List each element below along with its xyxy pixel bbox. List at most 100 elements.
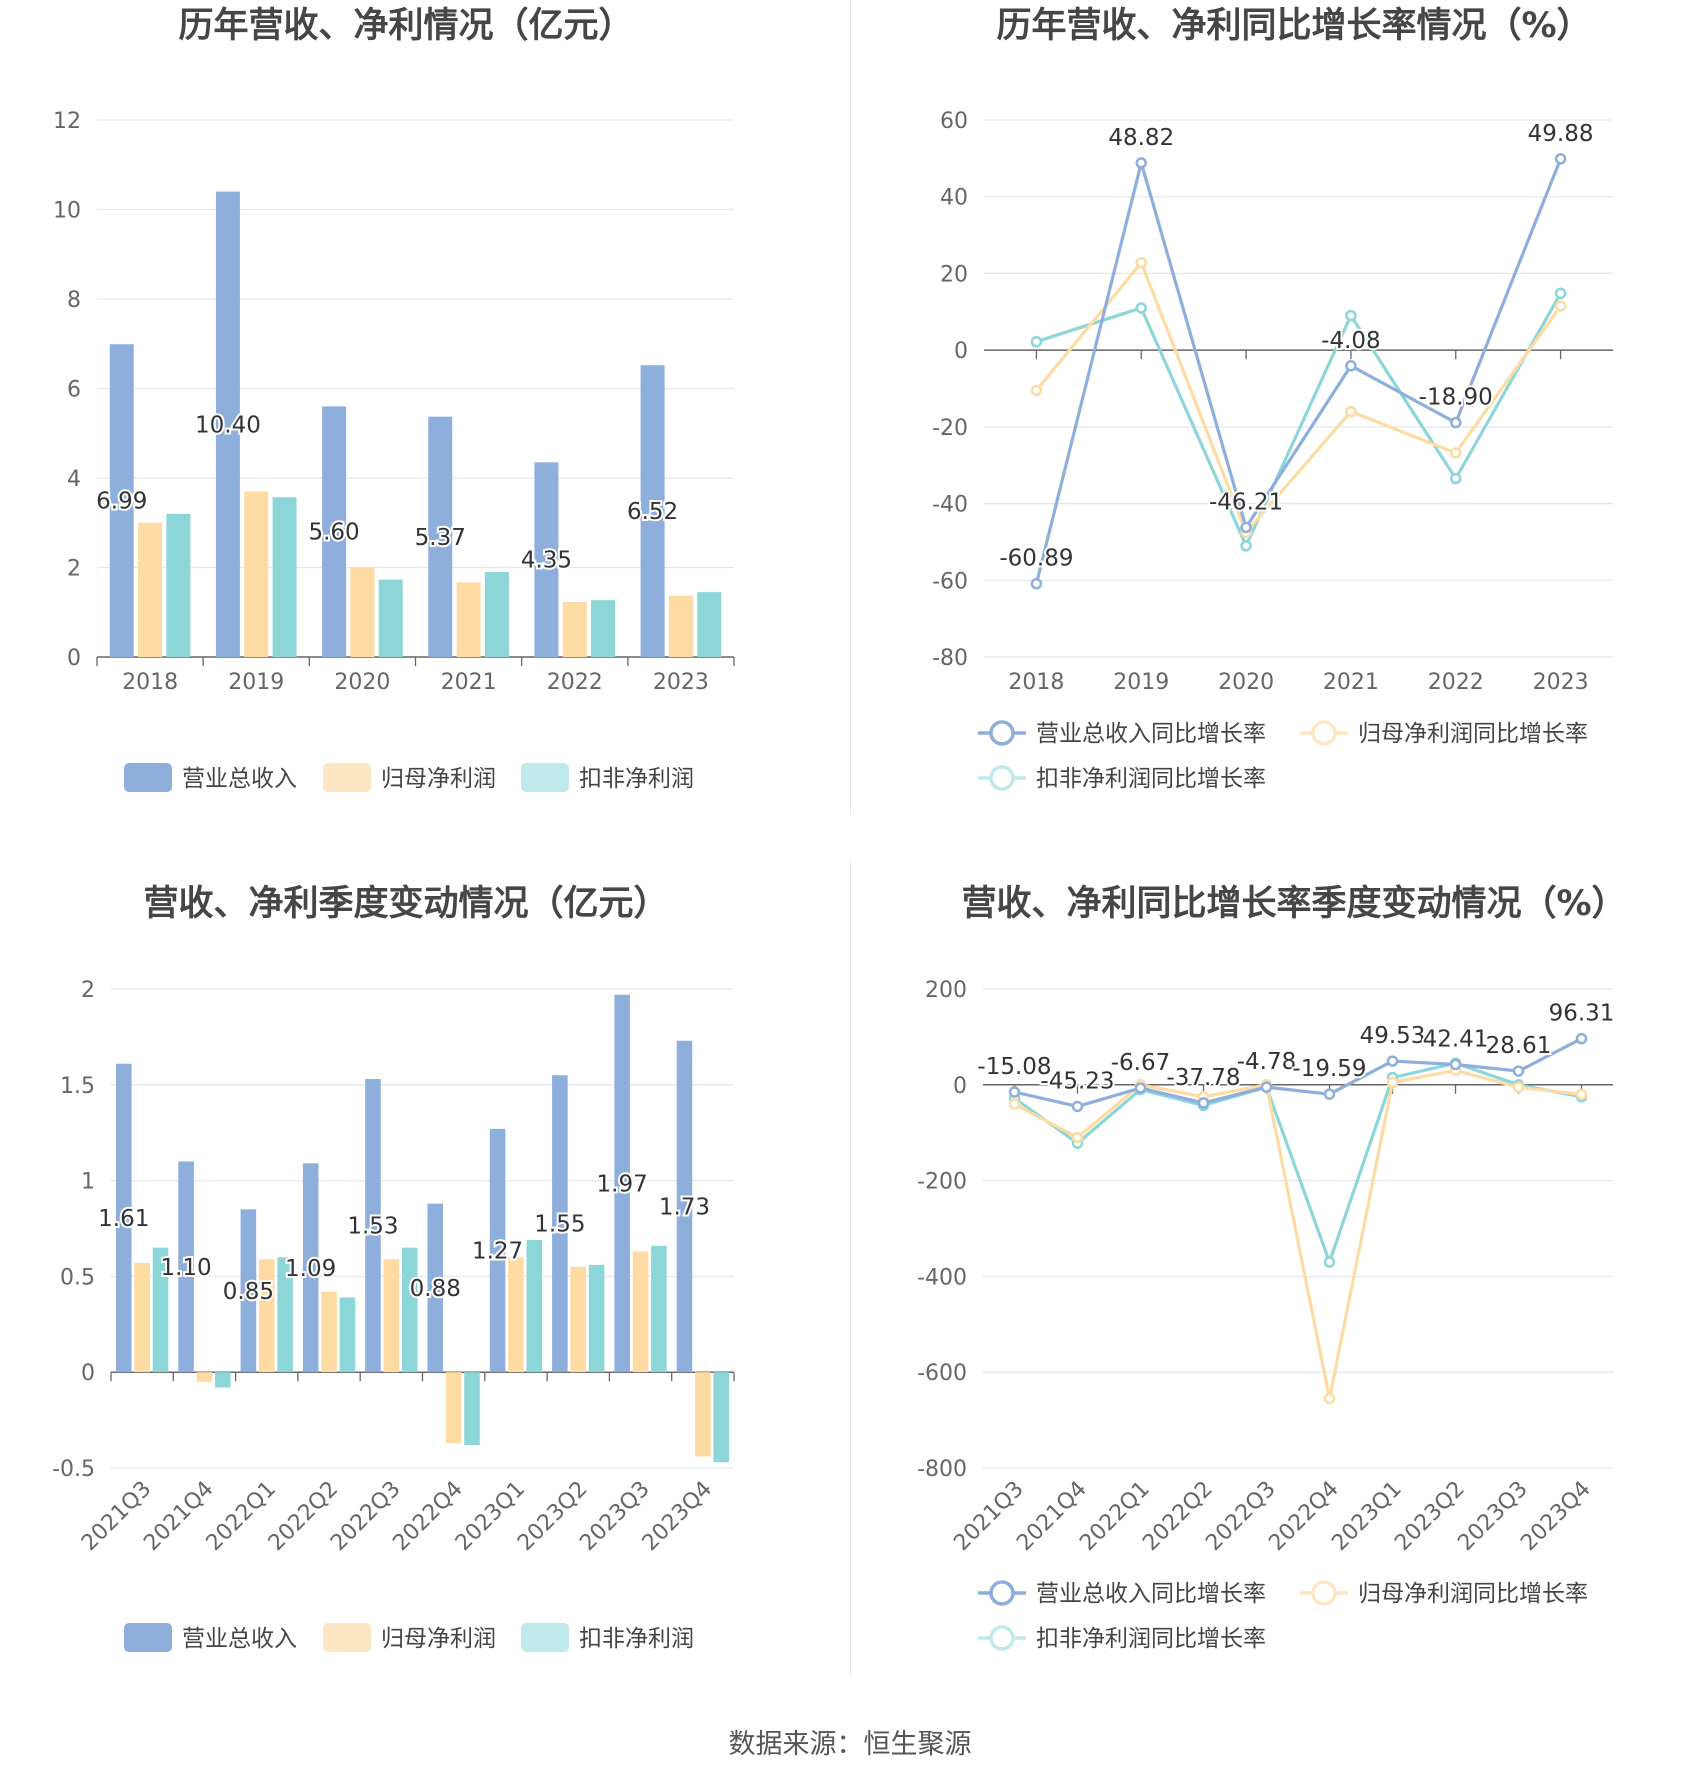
data-source: 数据来源：恒生聚源 — [728, 1729, 972, 1760]
y-tick-label: 20 — [940, 262, 968, 287]
point-revenue-growth — [1512, 1065, 1525, 1077]
bar-net-profit — [196, 1372, 213, 1382]
data-label: 1.27 — [472, 1239, 523, 1265]
legend-item[interactable]: 扣非净利润 — [521, 763, 694, 792]
point-net-profit-growth — [1345, 405, 1357, 418]
y-tick-label: -80 — [932, 646, 968, 671]
bar-revenue — [115, 1063, 132, 1373]
data-label: 5.37 — [415, 525, 466, 551]
bar-revenue — [427, 1203, 444, 1373]
bar-deducted-profit — [339, 1297, 356, 1373]
bar-revenue — [489, 1128, 506, 1373]
point-revenue-growth — [1449, 1058, 1462, 1071]
x-tick-label: 2020 — [1218, 670, 1274, 695]
point-revenue-growth — [1260, 1081, 1273, 1093]
x-tick-label: 2019 — [1113, 670, 1169, 695]
bar-net-profit — [456, 582, 481, 657]
bar-deducted-profit — [713, 1372, 730, 1463]
legend-swatch — [124, 763, 172, 792]
bar-revenue — [302, 1163, 319, 1373]
bar-net-profit — [562, 601, 587, 657]
x-tick-label: 2022 — [547, 670, 603, 695]
y-tick-label: 40 — [940, 186, 968, 211]
quarterly-growth-panel: 营收、净利同比增长率季度变动情况（%） -800 -600 -400 -200 0 200 2… — [850, 860, 1700, 1720]
bar-revenue — [109, 344, 134, 657]
point-deducted-profit-growth — [1030, 335, 1043, 348]
legend-item[interactable]: 扣非净利润同比增长率 — [978, 765, 1266, 792]
point-revenue-growth — [1345, 360, 1357, 372]
annual-growth-panel: 历年营收、净利同比增长率情况（%） -80 -60 -40 -20 0 20 40 60 2018… — [850, 0, 1700, 860]
bar-revenue — [365, 1079, 381, 1373]
bar-net-profit — [668, 595, 693, 657]
legend-item[interactable]: 归母净利润同比增长率 — [1300, 1580, 1588, 1607]
y-tick-label: 200 — [925, 978, 967, 1003]
bar-revenue — [322, 406, 347, 657]
data-label: -37.78 — [1166, 1065, 1240, 1091]
legend-item[interactable]: 扣非净利润同比增长率 — [978, 1625, 1266, 1652]
legend-item[interactable]: 营业总收入同比增长率 — [978, 720, 1266, 747]
bar-net-profit — [134, 1262, 150, 1373]
point-net-profit-growth — [1030, 384, 1043, 397]
legend-item[interactable]: 归母净利润 — [323, 1623, 496, 1652]
y-tick-label: 60 — [940, 109, 968, 134]
legend-label: 扣非净利润 — [579, 766, 694, 792]
bar-deducted-profit — [277, 1257, 293, 1373]
point-revenue-growth — [1575, 1032, 1588, 1045]
data-label: 0.88 — [410, 1276, 461, 1302]
legend-swatch-marker — [1311, 1580, 1337, 1606]
data-label: 96.31 — [1549, 1001, 1615, 1027]
data-label: 1.10 — [160, 1255, 211, 1281]
y-tick-label: 4 — [67, 467, 81, 492]
point-net-profit-growth — [1008, 1098, 1021, 1110]
point-revenue-growth — [1008, 1086, 1021, 1098]
data-label: 1.73 — [659, 1194, 710, 1220]
y-tick-label: -60 — [932, 569, 968, 594]
legend: 营业总收入 归母净利润 扣非净利润 — [124, 1623, 694, 1652]
bar-deducted-profit — [166, 513, 191, 657]
legend-label: 营业总收入 — [182, 1626, 297, 1652]
data-label: 48.82 — [1108, 125, 1174, 151]
y-tick-label: 10 — [53, 199, 81, 224]
series-line-net-profit-growth — [1035, 261, 1562, 534]
point-revenue-growth — [1071, 1100, 1084, 1113]
point-revenue-growth — [1323, 1088, 1336, 1100]
data-label: 1.61 — [98, 1206, 149, 1232]
legend-item[interactable]: 归母净利润同比增长率 — [1300, 720, 1588, 747]
y-tick-label: 1 — [81, 1170, 95, 1195]
y-tick-label: 1.5 — [60, 1074, 95, 1099]
data-label: 0.85 — [223, 1279, 274, 1305]
legend-item[interactable]: 营业总收入同比增长率 — [978, 1580, 1266, 1607]
data-label: 6.52 — [627, 499, 678, 525]
point-deducted-profit-growth — [1135, 302, 1147, 314]
bar-deducted-profit — [464, 1372, 480, 1446]
y-tick-label: 2 — [67, 557, 81, 582]
bar-net-profit — [383, 1259, 400, 1373]
legend-item[interactable]: 营业总收入 — [124, 1623, 297, 1652]
point-net-profit-growth — [1071, 1131, 1084, 1144]
data-label: 1.97 — [597, 1171, 648, 1197]
legend-item[interactable]: 营业总收入 — [124, 763, 297, 792]
data-label: 5.60 — [308, 520, 359, 546]
point-deducted-profit-growth — [1240, 540, 1252, 552]
bar-net-profit — [321, 1291, 337, 1373]
x-tick-label: 2018 — [1008, 670, 1064, 695]
bar-revenue — [676, 1040, 693, 1373]
point-revenue-growth — [1030, 577, 1043, 590]
legend-label: 扣非净利润同比增长率 — [1036, 766, 1266, 792]
legend-swatch — [124, 1623, 172, 1652]
legend-item[interactable]: 扣非净利润 — [521, 1623, 694, 1652]
legend-swatch — [323, 1623, 371, 1652]
data-label: 1.53 — [347, 1214, 398, 1240]
bar-revenue — [215, 191, 240, 657]
data-label: 42.41 — [1423, 1026, 1489, 1052]
legend-swatch-marker — [989, 1580, 1015, 1606]
legend-item[interactable]: 归母净利润 — [323, 763, 496, 792]
legend-label: 归母净利润 — [381, 766, 496, 792]
y-tick-label: -600 — [917, 1361, 967, 1386]
y-tick-label: 0 — [67, 646, 81, 671]
bar-net-profit — [508, 1257, 524, 1373]
point-net-profit-growth — [1512, 1081, 1525, 1093]
legend-swatch — [521, 1623, 569, 1652]
legend-label: 营业总收入同比增长率 — [1036, 721, 1266, 747]
series-line-revenue-growth — [1014, 1037, 1583, 1109]
